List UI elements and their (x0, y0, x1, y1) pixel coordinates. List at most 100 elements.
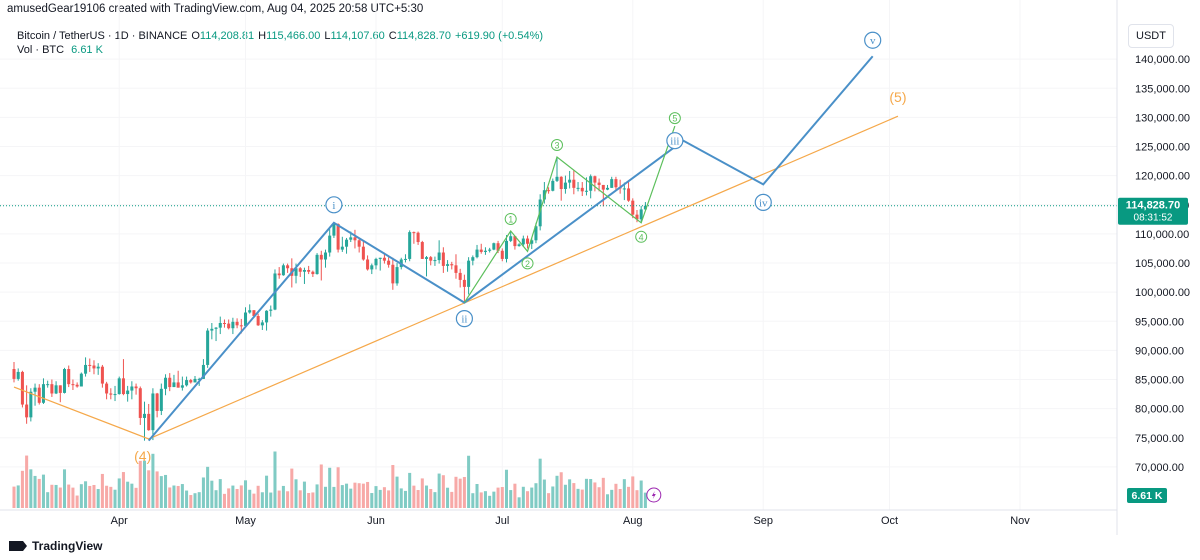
candle-body (517, 244, 521, 247)
candle-body (206, 330, 210, 365)
volume-bar (75, 495, 79, 508)
candle-body (328, 235, 332, 253)
volume-bar (96, 489, 100, 508)
symbol-name[interactable]: Bitcoin / TetherUS · 1D · BINANCE (17, 30, 188, 42)
volume-label[interactable]: Vol · BTC (17, 44, 65, 56)
candle-body (450, 264, 454, 266)
candle-body (412, 232, 416, 234)
grid (0, 0, 1117, 510)
wave-label-sub: 3 (554, 140, 559, 150)
candle-body (345, 239, 349, 247)
candle-body (176, 382, 180, 388)
volume-tag (1127, 488, 1167, 503)
volume-bar (340, 485, 344, 508)
price-tick-label: 70,000.00 (1135, 462, 1184, 474)
volume-bar (391, 465, 395, 508)
price-tick-label: 95,000.00 (1135, 316, 1184, 328)
volume-bar (450, 491, 454, 508)
candle-body (134, 386, 138, 389)
candle-body (58, 385, 62, 393)
wave-label-sub: 5 (672, 114, 677, 124)
wave-label-main: ii (461, 314, 467, 326)
volume-bar (105, 485, 109, 508)
volume-bar (100, 473, 104, 508)
candle-body (227, 323, 231, 329)
volume-bar (71, 487, 75, 508)
time-tick-label: Jul (495, 515, 509, 527)
volume-bar (185, 490, 189, 508)
volume-bar (597, 487, 601, 508)
candle-body (584, 190, 588, 192)
volume-legend[interactable]: Vol · BTC 6.61 K (17, 44, 107, 56)
volume-bar (353, 482, 357, 508)
candle-body (576, 187, 580, 189)
wave-main-line (147, 55, 874, 442)
volume-bar (336, 467, 340, 508)
wave-label-circle (666, 132, 684, 150)
candle-body (109, 393, 113, 395)
price-tick-label: 125,000.00 (1135, 142, 1190, 154)
tradingview-logo-icon (9, 541, 27, 551)
volume-bar (366, 481, 370, 508)
tradingview-logo[interactable]: TradingView (9, 539, 102, 553)
candle-body (635, 214, 639, 220)
volume-bar (639, 480, 643, 508)
candle-body (395, 267, 399, 284)
volume-bar (138, 460, 142, 508)
volume-bar (441, 475, 445, 508)
volume-bar (382, 487, 386, 508)
candle-body (563, 182, 567, 190)
candle-body (555, 176, 559, 181)
volume-bar (256, 485, 260, 508)
volume-bar (631, 476, 635, 508)
volume-bar (33, 475, 37, 508)
wave-label-circle (864, 31, 882, 49)
candle-body (374, 258, 378, 266)
volume-bar (479, 492, 483, 508)
candle-body (29, 391, 33, 418)
candle-body (113, 394, 117, 396)
volume-bar (568, 479, 572, 508)
volume-bar (79, 484, 83, 508)
candle-body (235, 321, 239, 326)
candle-body (336, 223, 340, 250)
volume-bar (610, 489, 614, 508)
symbol-legend[interactable]: Bitcoin / TetherUS · 1D · BINANCE O114,20… (17, 30, 547, 42)
wave-sub-line (463, 125, 676, 303)
volume-bar (605, 494, 610, 508)
wave-label-circle (521, 257, 534, 270)
volume-bar (248, 489, 252, 508)
volume-bar (54, 484, 58, 508)
price-axis[interactable]: 70,000.00 75,000.00 80,000.00 85,000.00 90,0… (1116, 0, 1190, 535)
volume-bar (16, 485, 20, 508)
wave-label-circle (754, 193, 772, 211)
candle-body (62, 369, 67, 393)
volume-bar (298, 490, 302, 508)
trendline (13, 115, 899, 440)
volume-bar (399, 488, 403, 508)
candle-body (605, 187, 610, 190)
close-value: 114,828.70 (396, 30, 451, 42)
volume-bar (584, 478, 588, 508)
time-axis[interactable]: Apr May Jun Jul Aug Sep Oct Nov (0, 509, 1117, 527)
lightning-glyph (651, 491, 656, 499)
candle-body (92, 365, 96, 369)
candle-body (521, 238, 525, 245)
candle-body (214, 327, 218, 329)
candle-body (164, 377, 168, 389)
candle-body (50, 384, 54, 394)
volume-bar (130, 483, 134, 508)
volume-bar (424, 485, 429, 508)
candle-body (387, 260, 391, 265)
time-tick-label: Apr (111, 515, 128, 527)
volume-bar (134, 487, 138, 508)
volume-bar (593, 482, 597, 508)
currency-button[interactable]: USDT (1128, 24, 1174, 48)
volume-bar (214, 490, 218, 508)
volume-bar (403, 490, 407, 508)
price-tick-label: 120,000.00 (1135, 171, 1190, 183)
wave-label-circle (504, 212, 517, 225)
candle-body (622, 188, 626, 190)
